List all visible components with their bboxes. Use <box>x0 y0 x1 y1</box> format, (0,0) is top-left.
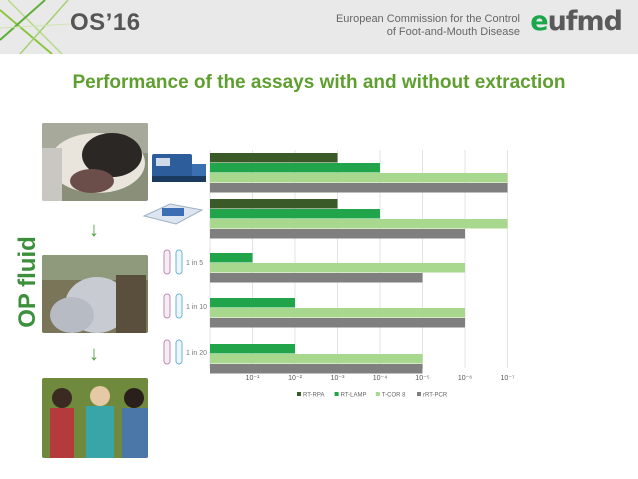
x-tick-label: 10⁻⁷ <box>500 375 514 382</box>
bar-t-cor-8 <box>210 173 508 183</box>
bar-rt-lamp <box>210 298 295 308</box>
lab-team-photo <box>42 378 148 458</box>
conference-title: OS’16 <box>70 9 141 36</box>
x-tick-label: 10⁻¹ <box>246 375 260 382</box>
bar-t-cor-8 <box>210 219 508 229</box>
tube-icon: 1 in 5 <box>163 249 203 275</box>
eufmd-logo: eufmd <box>530 6 623 37</box>
bar-rrt-pcr <box>210 273 423 283</box>
bar-t-cor-8 <box>210 308 465 318</box>
tube-icon: 1 in 10 <box>163 293 207 319</box>
x-tick-label: 10⁻⁶ <box>458 375 472 382</box>
legend-label: RT-LAMP <box>341 393 367 399</box>
bar-rt-rpa <box>210 153 338 163</box>
bar-rt-rpa <box>210 199 338 209</box>
x-tick-label: 10⁻⁵ <box>415 375 429 382</box>
bar-rt-lamp <box>210 163 380 173</box>
sample-label: 1 in 10 <box>186 304 207 311</box>
tube-icon: 1 in 20 <box>163 339 207 365</box>
organisation-line-1: European Commission for the Control <box>335 13 520 25</box>
bar-rrt-pcr <box>210 183 508 193</box>
legend-swatch <box>417 392 421 396</box>
arrow-down-icon: ↓ <box>89 219 99 241</box>
bar-rrt-pcr <box>210 318 465 328</box>
bar-rt-lamp <box>210 344 295 354</box>
legend-swatch <box>297 392 301 396</box>
header-bar: OS’16 European Commission for the Contro… <box>0 0 638 54</box>
sample-label: 1 in 20 <box>186 350 207 357</box>
bar-t-cor-8 <box>210 354 423 364</box>
slide-title: Performance of the assays with and witho… <box>72 72 566 93</box>
bar-rt-lamp <box>210 209 380 219</box>
bar-rrt-pcr <box>210 229 465 239</box>
legend-swatch <box>334 392 339 396</box>
x-tick-label: 10⁻³ <box>331 375 345 382</box>
arrow-down-icon: ↓ <box>89 343 99 365</box>
legend-label: rRT-PCR <box>423 393 448 399</box>
field-sampling-photo <box>42 255 148 333</box>
legend-swatch <box>375 392 380 396</box>
pcr-machine-icon <box>152 154 206 182</box>
bar-rt-lamp <box>210 253 253 263</box>
bar-t-cor-8 <box>210 263 465 273</box>
organisation-name: European Commission for the Control of F… <box>336 13 520 39</box>
header-decoration <box>0 0 70 54</box>
cow-sampling-photo <box>42 123 148 201</box>
bar-rrt-pcr <box>210 364 423 374</box>
organisation-line-2: of Foot-and-Mouth Disease <box>386 26 520 38</box>
legend-label: RT-RPA <box>303 393 324 399</box>
legend-label: T-COR 8 <box>382 393 406 399</box>
sample-label: 1 in 5 <box>186 260 203 267</box>
x-tick-label: 10⁻² <box>288 375 302 382</box>
test-kit-icon <box>142 203 204 225</box>
x-tick-label: 10⁻⁴ <box>373 375 388 382</box>
